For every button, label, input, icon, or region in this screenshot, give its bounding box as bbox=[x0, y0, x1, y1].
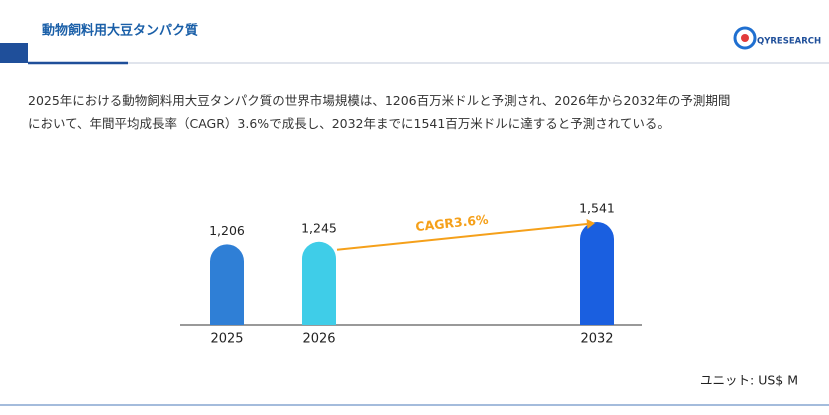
bar bbox=[580, 222, 614, 325]
cagr-arrow-head bbox=[586, 219, 595, 229]
value-label: 1,541 bbox=[579, 201, 615, 216]
logo-icon bbox=[733, 26, 757, 50]
header-tab bbox=[0, 43, 28, 63]
logo-icon bbox=[741, 34, 749, 42]
x-tick-label: 2026 bbox=[302, 332, 335, 347]
unit-label: ユニット: US$ M bbox=[700, 373, 798, 388]
x-tick-label: 2032 bbox=[580, 332, 613, 347]
description: において、年間平均成長率（CAGR）3.6%で成長し、2032年までに1541百… bbox=[28, 116, 670, 131]
x-tick-label: 2025 bbox=[210, 332, 243, 347]
value-label: 1,206 bbox=[209, 223, 245, 238]
cagr-label: CAGR3.6% bbox=[415, 212, 490, 235]
cagr-arrow bbox=[336, 223, 588, 251]
logo-text: QYRESEARCH bbox=[757, 37, 821, 47]
bar bbox=[302, 241, 336, 325]
value-label: 1,245 bbox=[301, 220, 337, 235]
bar bbox=[210, 244, 244, 325]
description: 2025年における動物飼料用大豆タンパク質の世界市場規模は、1206百万米ドルと… bbox=[28, 93, 731, 108]
header-title: 動物飼料用大豆タンパク質 bbox=[42, 23, 198, 39]
